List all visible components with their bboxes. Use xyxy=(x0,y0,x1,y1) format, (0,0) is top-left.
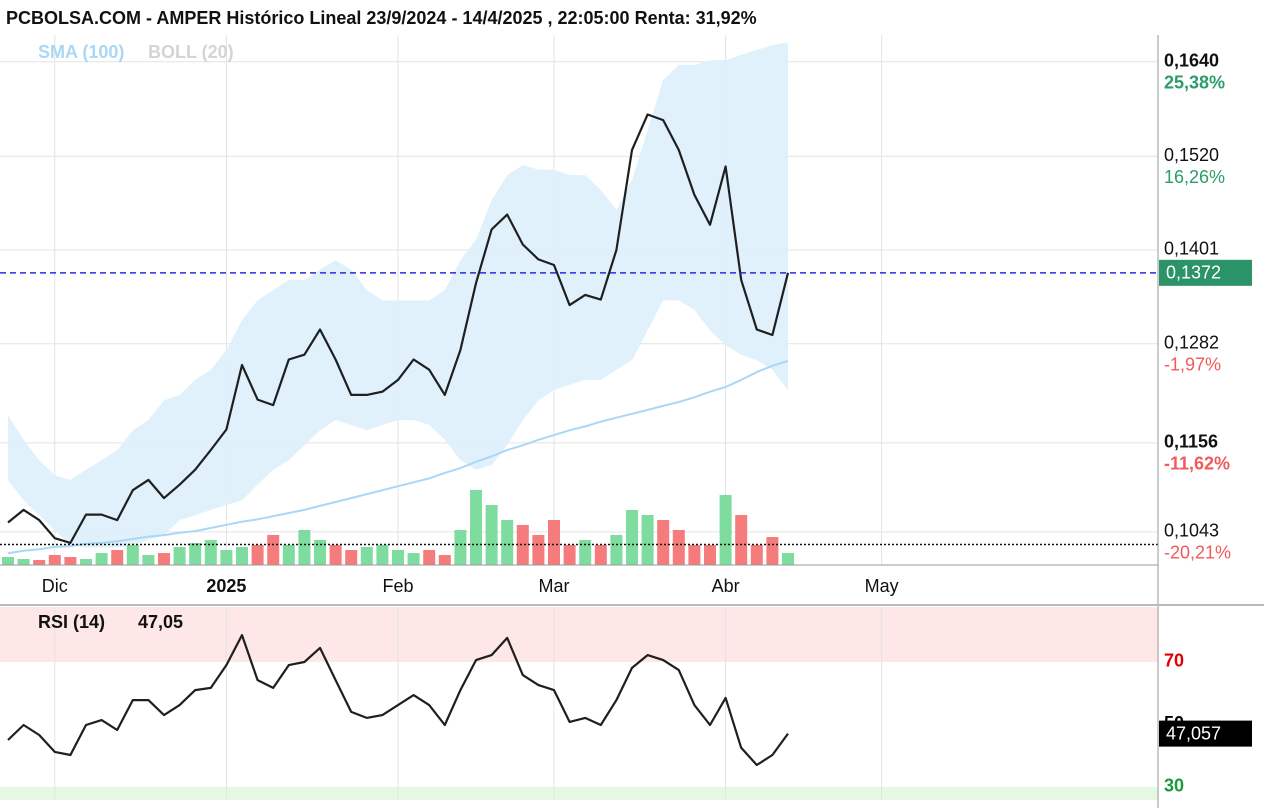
volume-bar xyxy=(329,545,342,565)
indicator-value: 47,05 xyxy=(138,612,183,632)
y-tick-label: 30 xyxy=(1164,776,1184,796)
y-tick-change: -20,21% xyxy=(1164,543,1231,563)
volume-bar xyxy=(688,545,701,565)
volume-bar xyxy=(454,530,467,565)
volume-bar xyxy=(111,550,124,565)
y-tick-change: -11,62% xyxy=(1164,454,1230,474)
volume-bar xyxy=(516,525,529,565)
volume-bar xyxy=(407,553,420,565)
last-value-box xyxy=(1159,720,1252,747)
last-value-label: 0,1372 xyxy=(1166,263,1221,283)
volume-bar xyxy=(142,555,155,565)
y-tick-label: 0,1640 xyxy=(1164,51,1219,71)
y-tick-change: -1,97% xyxy=(1164,354,1221,374)
volume-bar xyxy=(17,559,30,565)
legend-entry: SMA (100) xyxy=(38,42,124,62)
x-tick-label: 2025 xyxy=(206,576,246,596)
y-tick-label: 0,1520 xyxy=(1164,145,1219,165)
volume-bar xyxy=(766,537,779,565)
y-tick-change: 25,38% xyxy=(1164,73,1225,93)
volume-bar xyxy=(470,490,482,565)
volume-bar xyxy=(267,535,280,565)
y-tick-label: 70 xyxy=(1164,651,1184,671)
volume-bar xyxy=(80,559,92,565)
volume-bar xyxy=(236,547,248,565)
last-value-box xyxy=(1159,259,1252,286)
volume-bar xyxy=(563,545,576,565)
volume-bar xyxy=(2,557,14,565)
volume-bar xyxy=(501,520,514,565)
volume-bar xyxy=(345,550,358,565)
volume-bar xyxy=(95,553,108,565)
sma-line xyxy=(7,360,789,555)
volume-bar xyxy=(657,520,670,565)
chart-title: PCBOLSA.COM - AMPER Histórico Lineal 23/… xyxy=(6,8,757,28)
volume-bar xyxy=(48,555,61,565)
volume-bar xyxy=(485,505,498,565)
x-tick-label: Dic xyxy=(42,576,68,596)
price-line xyxy=(7,634,789,767)
volume-bar xyxy=(64,557,77,565)
plot-layer: 0,164025,38%0,152016,26%0,14017,14%0,128… xyxy=(0,35,1231,800)
volume-bar xyxy=(126,545,139,565)
volume-bar xyxy=(548,520,560,565)
bollinger-band xyxy=(8,42,788,548)
volume-bar xyxy=(594,545,607,565)
volume-bar xyxy=(298,530,311,565)
volume-bar xyxy=(204,540,217,565)
volume-bar xyxy=(532,535,545,565)
volume-bar xyxy=(610,535,623,565)
volume-bar xyxy=(750,545,763,565)
volume-bar xyxy=(641,515,654,565)
price-line xyxy=(7,113,790,544)
zone xyxy=(0,786,1158,800)
zone xyxy=(0,607,1158,662)
volume-bar xyxy=(438,555,451,565)
volume-bar xyxy=(719,495,732,565)
volume-bar xyxy=(626,510,638,565)
volume-bar xyxy=(251,545,264,565)
volume-bar xyxy=(33,560,46,565)
last-value-label: 47,057 xyxy=(1166,723,1221,743)
volume-bar xyxy=(423,550,436,565)
volume-bar xyxy=(314,540,326,565)
volume-bar xyxy=(704,545,716,565)
volume-bar xyxy=(735,515,748,565)
volume-bar xyxy=(220,550,233,565)
volume-bar xyxy=(672,530,685,565)
x-tick-label: Abr xyxy=(712,576,740,596)
volume-bar xyxy=(189,543,202,565)
volume-bar xyxy=(282,545,295,565)
legend-entry: BOLL (20) xyxy=(148,42,234,62)
y-tick-label: 0,1282 xyxy=(1164,332,1219,352)
x-tick-label: May xyxy=(865,576,899,596)
y-tick-label: 0,1156 xyxy=(1164,432,1218,452)
y-tick-change: 16,26% xyxy=(1164,167,1225,187)
indicator-label: RSI (14) xyxy=(38,612,105,632)
x-tick-label: Mar xyxy=(539,576,570,596)
volume-bar xyxy=(173,547,186,565)
volume-bar xyxy=(782,553,794,565)
y-tick-label: 0,1401 xyxy=(1164,239,1219,259)
y-tick-label: 0,1043 xyxy=(1164,521,1219,541)
volume-bar xyxy=(579,540,592,565)
x-tick-label: Feb xyxy=(382,576,413,596)
volume-bar xyxy=(376,545,389,565)
volume-bar xyxy=(158,553,170,565)
volume-bar xyxy=(360,547,373,565)
volume-bar xyxy=(392,550,404,565)
